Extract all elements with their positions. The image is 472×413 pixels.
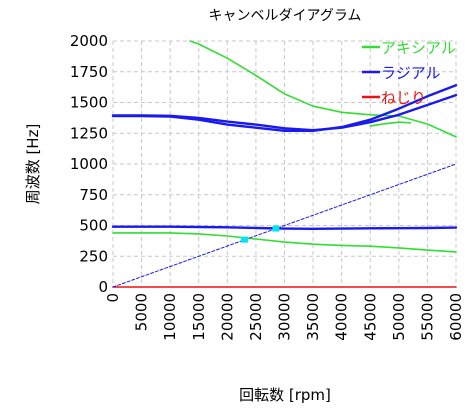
marker-layer: [240, 225, 280, 243]
y-tick-label: 500: [79, 217, 108, 235]
y-tick-label: 1000: [70, 155, 108, 173]
x-tick-label: 30000: [276, 293, 294, 341]
series-line-radial: [111, 93, 458, 132]
x-tick-label: 0: [104, 293, 122, 303]
series-line-radial: [111, 225, 458, 231]
series-line-axial: [369, 121, 412, 127]
y-axis-ticks: 0 250 500 750 1000 1250 1500 1750 2000: [70, 32, 108, 296]
y-tick-label: 750: [79, 186, 108, 204]
y-tick-label: 2000: [70, 32, 108, 50]
y-tick-label: 1250: [70, 124, 108, 142]
x-tick-label: 50000: [390, 293, 408, 341]
x-tick-label: 55000: [418, 293, 436, 341]
x-tick-label: 45000: [361, 293, 379, 341]
x-tick-label: 10000: [161, 293, 179, 341]
x-tick-label: 35000: [304, 293, 322, 341]
x-tick-label: 25000: [247, 293, 265, 341]
legend-label: ラジアル: [381, 64, 441, 82]
y-tick-label: 1500: [70, 94, 108, 112]
y-tick-label: 1750: [70, 63, 108, 81]
intersection-marker: [272, 225, 280, 232]
legend-label: ねじり: [381, 89, 426, 107]
x-tick-label: 20000: [218, 293, 236, 341]
y-tick-label: 0: [98, 278, 108, 296]
x-tick-label: 15000: [190, 293, 208, 341]
series-layer: [111, 40, 458, 288]
x-axis-label: 回転数 [rpm]: [239, 386, 331, 404]
x-axis-ticks: 0 5000 10000 15000 20000 25000 30000 35000 40000…: [104, 293, 465, 341]
y-axis-label: 周波数 [Hz]: [24, 124, 42, 205]
x-tick-label: 40000: [333, 293, 351, 341]
y-tick-label: 250: [79, 247, 108, 265]
series-line-axial: [189, 40, 457, 138]
intersection-marker: [240, 236, 248, 243]
series-line-axial: [112, 232, 457, 253]
series-line-order: [112, 163, 457, 288]
x-tick-label: 5000: [133, 293, 151, 331]
chart-title: キャンベルダイアグラム: [209, 8, 362, 24]
x-tick-label: 60000: [447, 293, 465, 341]
legend-label: アキシアル: [381, 39, 456, 57]
